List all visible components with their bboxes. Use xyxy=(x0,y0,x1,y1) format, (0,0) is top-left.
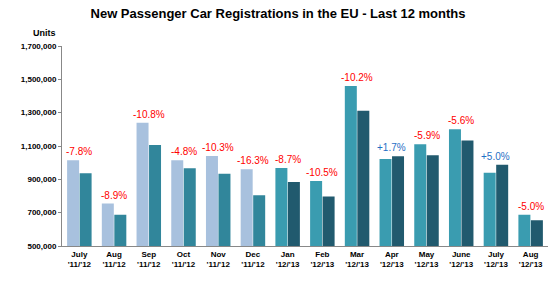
svg-text:-4.8%: -4.8% xyxy=(171,146,197,157)
svg-text:1,300,000: 1,300,000 xyxy=(21,108,57,117)
svg-text:-7.8%: -7.8% xyxy=(66,146,92,157)
svg-text:900,000: 900,000 xyxy=(27,175,56,184)
svg-text:+1.7%: +1.7% xyxy=(377,142,406,153)
svg-text:Aug'12/'13: Aug'12/'13 xyxy=(519,250,543,269)
svg-text:Sep'11/'12: Sep'11/'12 xyxy=(137,250,161,269)
svg-text:500,000: 500,000 xyxy=(27,242,56,251)
svg-text:-8.9%: -8.9% xyxy=(101,190,127,201)
svg-text:1,500,000: 1,500,000 xyxy=(21,75,57,84)
svg-text:Units: Units xyxy=(33,28,56,38)
svg-text:Mar'12/'13: Mar'12/'13 xyxy=(345,250,369,269)
svg-text:-5.6%: -5.6% xyxy=(448,115,474,126)
svg-text:-5.9%: -5.9% xyxy=(414,130,440,141)
svg-text:New Passenger Car Registration: New Passenger Car Registrations in the E… xyxy=(91,6,466,21)
svg-text:-10.5%: -10.5% xyxy=(306,167,338,178)
svg-text:-10.8%: -10.8% xyxy=(133,109,165,120)
svg-text:Dec'11/'12: Dec'11/'12 xyxy=(241,250,265,269)
svg-text:700,000: 700,000 xyxy=(27,208,56,217)
svg-text:May'12/'13: May'12/'13 xyxy=(415,250,439,269)
svg-text:Nov'11/'12: Nov'11/'12 xyxy=(207,250,231,269)
svg-text:Aug'11/'12: Aug'11/'12 xyxy=(102,250,126,269)
svg-text:-10.3%: -10.3% xyxy=(202,142,234,153)
svg-text:-10.2%: -10.2% xyxy=(341,72,373,83)
svg-text:July'12/'13: July'12/'13 xyxy=(484,250,508,269)
svg-text:+5.0%: +5.0% xyxy=(481,151,510,162)
svg-text:-5.0%: -5.0% xyxy=(518,201,544,212)
svg-text:Feb'12/'13: Feb'12/'13 xyxy=(310,250,334,269)
svg-text:-8.7%: -8.7% xyxy=(275,154,301,165)
svg-text:Apr'12/'13: Apr'12/'13 xyxy=(380,250,404,269)
svg-text:-16.3%: -16.3% xyxy=(237,155,269,166)
svg-text:1,100,000: 1,100,000 xyxy=(21,142,57,151)
svg-text:Jan'12/'13: Jan'12/'13 xyxy=(276,250,300,269)
svg-text:July'11/'12: July'11/'12 xyxy=(68,250,92,269)
svg-text:June'12/'13: June'12/'13 xyxy=(449,250,473,269)
svg-text:1,700,000: 1,700,000 xyxy=(21,42,57,51)
svg-text:Oct'11/'12: Oct'11/'12 xyxy=(172,250,196,269)
